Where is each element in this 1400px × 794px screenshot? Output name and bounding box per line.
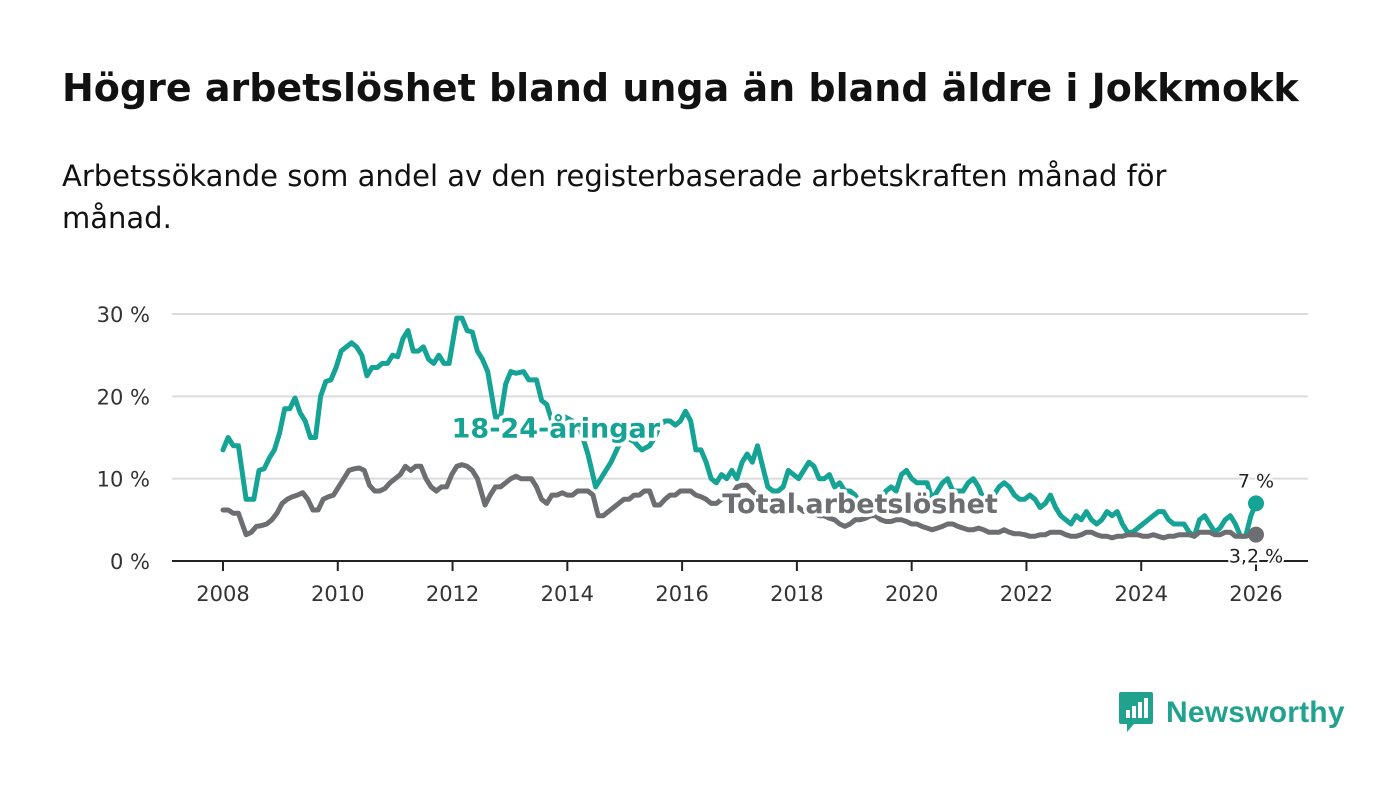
series-lines [220, 315, 1264, 543]
brand-name: Newsworthy [1166, 696, 1345, 729]
x-tick-label: 2014 [541, 582, 594, 606]
axes: 0 % 10 % 20 % 30 % 2008 2010 2012 2014 2016 2018 2… [97, 303, 1308, 606]
series-labels: 7 % 18-24-åringar 3,2 % Total arbetslöshet [448, 409, 1285, 570]
series-label: Total arbetslöshet [722, 489, 998, 520]
y-tick-label: 0 % [110, 550, 150, 574]
x-tick-label: 2008 [196, 582, 249, 606]
x-tick-label: 2026 [1229, 582, 1282, 606]
series-line-0 [220, 315, 1259, 539]
x-tick-label: 2012 [426, 582, 479, 606]
chart-title: Högre arbetslöshet bland unga än bland ä… [62, 66, 1299, 110]
newsworthy-logo: Newsworthy [1118, 690, 1345, 736]
x-tick-label: 2022 [1000, 582, 1053, 606]
y-tick-label: 10 % [97, 468, 150, 492]
end-value-label: 7 % [1238, 470, 1274, 492]
bar-chart-speech-bubble-icon [1119, 692, 1153, 732]
x-tick-label: 2016 [655, 582, 708, 606]
end-value-label: 3,2 % [1229, 546, 1283, 568]
series-label: 18-24-åringar [452, 413, 661, 445]
y-tick-label: 20 % [97, 385, 150, 409]
y-tick-label: 30 % [97, 303, 150, 327]
end-point-0 [1248, 495, 1264, 512]
x-tick-label: 2024 [1114, 582, 1167, 606]
series-line-1 [220, 462, 1259, 541]
x-tick-label: 2020 [885, 582, 938, 606]
x-tick-label: 2018 [770, 582, 823, 606]
end-point-1 [1248, 526, 1264, 543]
gridlines [172, 313, 1308, 480]
chart-subtitle: Arbetssökande som andel av den registerb… [62, 159, 1167, 235]
x-tick-label: 2010 [311, 582, 364, 606]
